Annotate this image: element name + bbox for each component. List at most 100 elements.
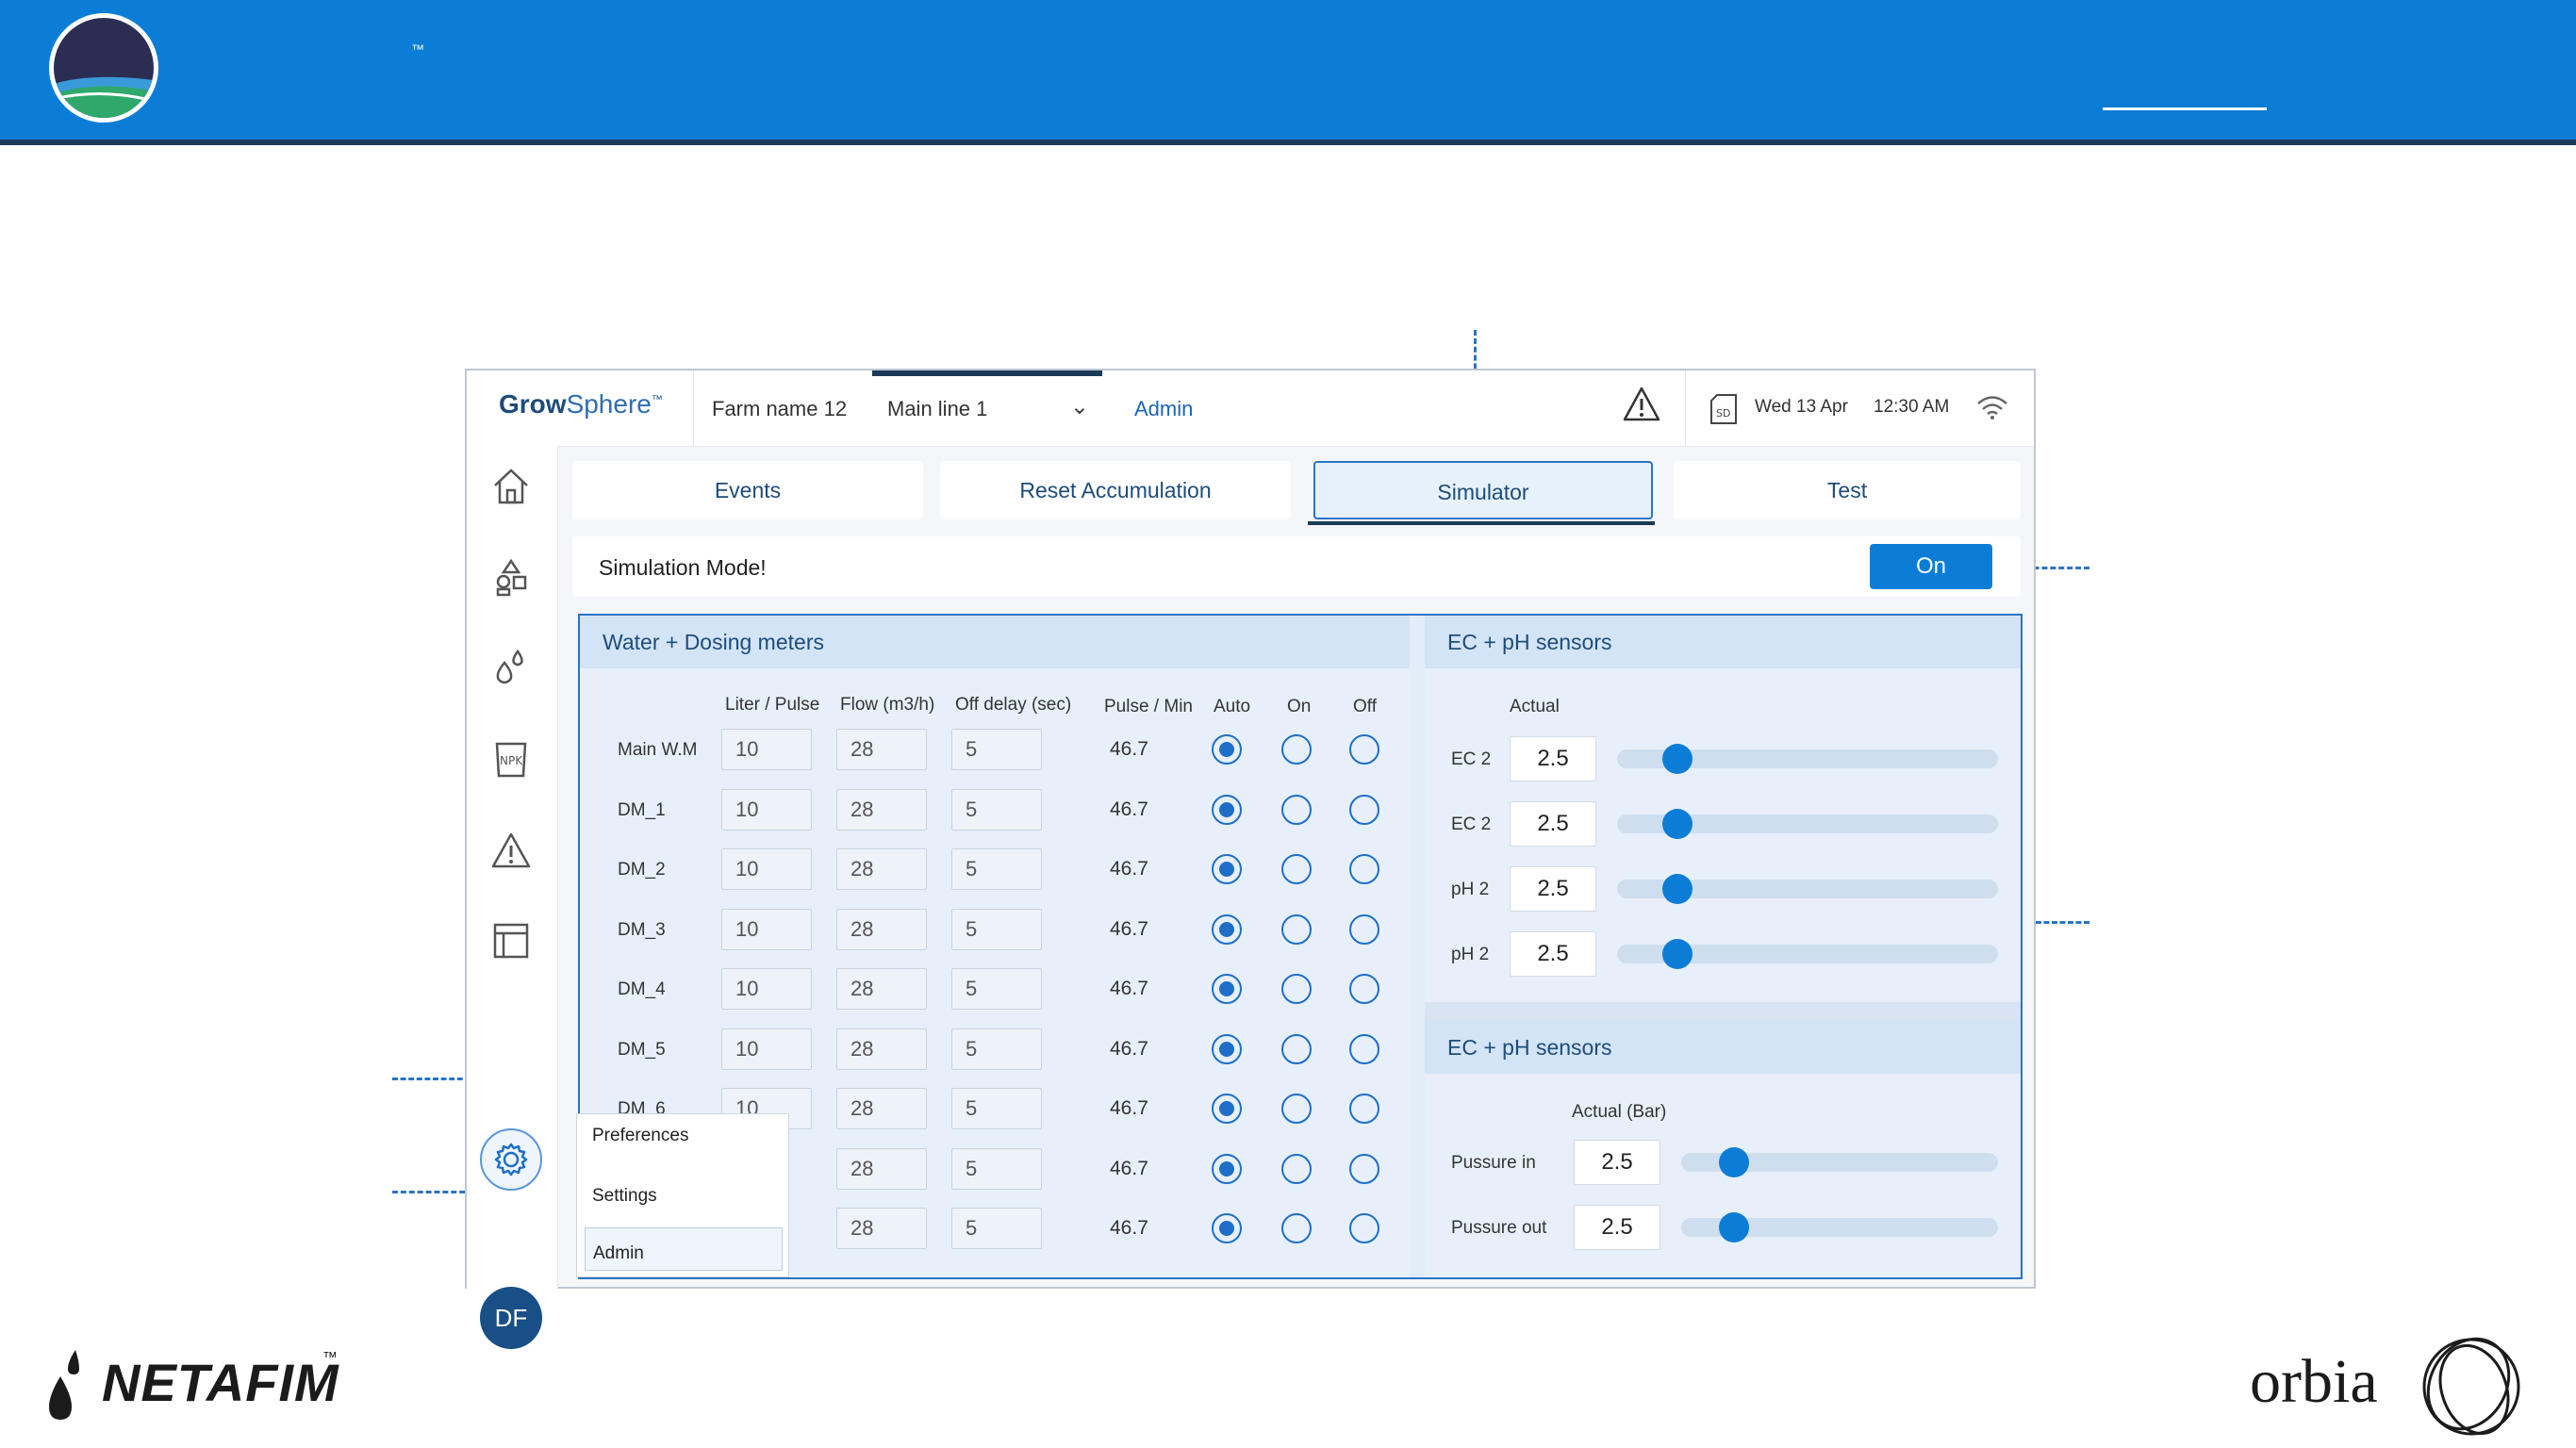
off-delay-input[interactable]: 5 (951, 908, 1042, 950)
sensor-slider-handle[interactable] (1662, 874, 1693, 904)
flow-input[interactable]: 28 (836, 968, 927, 1010)
liter-per-pulse-input[interactable]: 10 (721, 968, 812, 1010)
devices-icon[interactable] (489, 555, 533, 599)
settings-button[interactable] (480, 1128, 542, 1191)
liter-per-pulse-input[interactable]: 10 (721, 1028, 812, 1070)
sensor-slider-track[interactable] (1681, 1153, 1998, 1172)
mode-on-radio[interactable] (1281, 913, 1312, 945)
mode-auto-radio[interactable] (1212, 1213, 1242, 1243)
off-delay-input[interactable]: 5 (951, 1208, 1042, 1249)
banner-trademark: ™ (411, 41, 424, 57)
mode-off-radio[interactable] (1349, 734, 1379, 765)
sensor-slider-handle[interactable] (1719, 1147, 1750, 1177)
header-divider (693, 370, 694, 446)
mode-on-radio[interactable] (1281, 1033, 1312, 1064)
tab-test[interactable]: Test (1674, 461, 2021, 519)
menu-item-settings[interactable]: Settings (592, 1186, 657, 1206)
sensor-row: pH 2 2.5 (1425, 866, 2021, 913)
mode-auto-radio[interactable] (1212, 1153, 1242, 1184)
mode-auto-radio[interactable] (1212, 734, 1242, 765)
off-delay-input[interactable]: 5 (951, 968, 1042, 1010)
flow-input[interactable]: 28 (836, 1088, 927, 1129)
sensor-slider-handle[interactable] (1719, 1212, 1750, 1242)
brand-bold: Grow (499, 389, 567, 419)
sensor-slider-track[interactable] (1617, 880, 1998, 898)
alert-icon[interactable] (1621, 384, 1662, 425)
mode-off-radio[interactable] (1349, 1153, 1379, 1184)
sensor-slider-track[interactable] (1617, 814, 1998, 833)
flow-input[interactable]: 28 (836, 729, 927, 770)
flow-input[interactable]: 28 (836, 908, 927, 950)
flow-input[interactable]: 28 (836, 1028, 927, 1070)
flow-input[interactable]: 28 (836, 788, 927, 831)
alarm-icon[interactable] (489, 829, 533, 872)
sensor-value-field[interactable]: 2.5 (1510, 931, 1596, 977)
sensor-value-field[interactable]: 2.5 (1510, 866, 1596, 912)
mode-on-radio[interactable] (1281, 974, 1312, 1004)
gear-icon (494, 1143, 528, 1176)
mode-on-radio[interactable] (1281, 1153, 1312, 1184)
mode-on-radio[interactable] (1281, 794, 1312, 825)
user-role-link[interactable]: Admin (1134, 397, 1194, 420)
liter-per-pulse-input[interactable]: 10 (721, 788, 812, 831)
mode-on-radio[interactable] (1281, 1094, 1312, 1124)
liter-per-pulse-input[interactable]: 10 (721, 729, 812, 770)
sensor-slider-track[interactable] (1617, 749, 1998, 768)
mode-off-radio[interactable] (1349, 1094, 1379, 1124)
mode-auto-radio[interactable] (1212, 1033, 1242, 1064)
mode-off-radio[interactable] (1349, 913, 1379, 945)
off-delay-input[interactable]: 5 (951, 1088, 1042, 1129)
mode-auto-radio[interactable] (1212, 794, 1242, 825)
pulse-per-min-value: 46.7 (1110, 858, 1148, 880)
wifi-icon (1975, 393, 2009, 421)
tab-reset-accumulation[interactable]: Reset Accumulation (940, 461, 1291, 519)
orbia-wordmark: orbia (2250, 1347, 2378, 1416)
mode-on-radio[interactable] (1281, 734, 1312, 765)
mode-on-radio[interactable] (1281, 1213, 1312, 1243)
mode-auto-radio[interactable] (1212, 854, 1242, 884)
npk-icon[interactable]: NPK (489, 738, 533, 782)
mode-off-radio[interactable] (1349, 1213, 1379, 1243)
sensor-value-field[interactable]: 2.5 (1574, 1140, 1660, 1185)
pulse-per-min-value: 46.7 (1110, 1037, 1148, 1060)
sensor-value-field[interactable]: 2.5 (1510, 736, 1596, 782)
mode-on-radio[interactable] (1281, 854, 1312, 884)
mode-off-radio[interactable] (1349, 974, 1379, 1004)
off-delay-input[interactable]: 5 (951, 729, 1042, 770)
menu-item-preferences[interactable]: Preferences (592, 1126, 689, 1145)
mode-off-radio[interactable] (1349, 854, 1379, 884)
liter-per-pulse-input[interactable]: 10 (721, 848, 812, 890)
mode-off-radio[interactable] (1349, 794, 1379, 825)
sensor-slider-handle[interactable] (1662, 809, 1693, 839)
mode-auto-radio[interactable] (1212, 913, 1242, 945)
main-line-dropdown[interactable]: Main line 1 ⌄ (872, 370, 1102, 446)
sensor-row: EC 2 2.5 (1425, 801, 2021, 848)
sensor-slider-track[interactable] (1681, 1218, 1998, 1237)
table-row: DM_1 10 28 5 46.7 (580, 787, 1410, 832)
avatar[interactable]: DF (480, 1287, 542, 1349)
sensor-slider-track[interactable] (1617, 945, 1998, 963)
simulation-toggle-button[interactable]: On (1870, 544, 1992, 589)
off-delay-input[interactable]: 5 (951, 1147, 1042, 1190)
sensor-value-field[interactable]: 2.5 (1574, 1205, 1660, 1250)
flow-input[interactable]: 28 (836, 1147, 927, 1190)
tab-simulator[interactable]: Simulator (1313, 461, 1653, 519)
sensor-slider-handle[interactable] (1662, 939, 1693, 969)
water-drops-icon[interactable] (489, 646, 533, 689)
mode-off-radio[interactable] (1349, 1033, 1379, 1064)
home-icon[interactable] (489, 465, 533, 508)
mode-auto-radio[interactable] (1212, 974, 1242, 1004)
col-header-off: Off (1353, 697, 1377, 716)
sensor-value-field[interactable]: 2.5 (1510, 801, 1596, 847)
table-icon[interactable] (489, 919, 533, 963)
mode-auto-radio[interactable] (1212, 1094, 1242, 1124)
tab-events[interactable]: Events (572, 461, 923, 519)
flow-input[interactable]: 28 (836, 848, 927, 890)
flow-input[interactable]: 28 (836, 1208, 927, 1249)
off-delay-input[interactable]: 5 (951, 848, 1042, 890)
sensor-slider-handle[interactable] (1662, 744, 1693, 774)
off-delay-input[interactable]: 5 (951, 1028, 1042, 1070)
liter-per-pulse-input[interactable]: 10 (721, 908, 812, 950)
off-delay-input[interactable]: 5 (951, 788, 1042, 831)
menu-item-admin[interactable]: Admin (585, 1227, 783, 1271)
